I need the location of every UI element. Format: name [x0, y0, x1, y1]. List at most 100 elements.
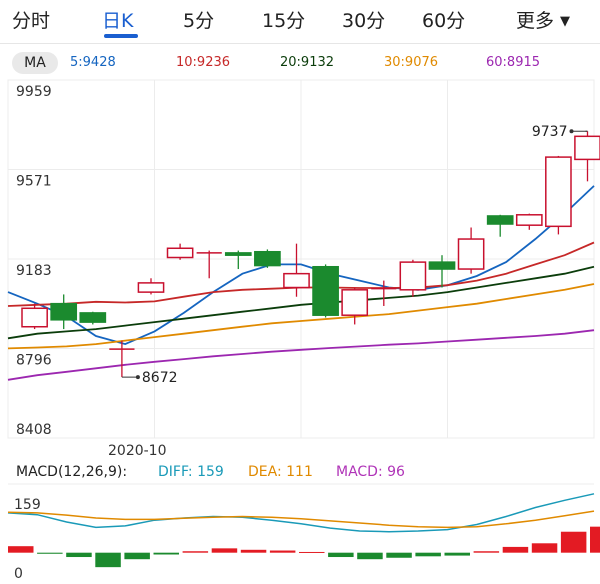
macd-bar	[328, 552, 354, 558]
ma-legend-row: MA 5:9428 10:9236 20:9132 30:9076 60:891…	[0, 52, 600, 76]
ma30-line	[7, 283, 595, 350]
candle-body	[283, 272, 310, 289]
candle	[486, 214, 514, 237]
candle	[515, 213, 543, 230]
price-axis-tick: 9183	[16, 263, 52, 279]
macd-bar	[386, 552, 412, 558]
macd-bar	[269, 550, 296, 553]
macd-bar	[357, 552, 383, 560]
candle	[224, 250, 252, 270]
price-axis-tick: 8796	[16, 352, 52, 368]
macd-bar	[473, 551, 500, 553]
candle	[254, 249, 281, 268]
candle	[196, 250, 222, 279]
candle	[79, 311, 107, 325]
macd-bar	[124, 552, 150, 560]
macd-legend-item: MACD: 96	[336, 464, 405, 480]
dea-line	[7, 510, 595, 529]
candle-body	[254, 250, 281, 267]
macd-bar	[37, 552, 63, 554]
price-axis-tick: 9571	[16, 174, 52, 190]
ma20-value: 20:9132	[280, 55, 335, 70]
macd-axis-tick: 159	[14, 497, 41, 513]
more-dropdown[interactable]: 更多 ▼	[516, 6, 570, 33]
price-axis-tick: 8408	[16, 422, 52, 438]
candle-body	[457, 238, 485, 270]
candle-body	[166, 247, 194, 259]
low-price-label: 8672	[142, 370, 178, 386]
candle	[399, 259, 427, 297]
more-label: 更多	[516, 10, 555, 32]
period-tab-bar: 分时 日K 5分 15分 30分 60分 更多 ▼	[0, 0, 600, 40]
tab-30min[interactable]: 30分	[342, 10, 386, 32]
candle	[50, 294, 78, 330]
candle-body	[515, 214, 543, 226]
candle	[312, 264, 339, 318]
candle	[109, 340, 135, 378]
candle-body	[79, 312, 107, 323]
candle-body	[341, 289, 369, 316]
candle-body	[312, 265, 339, 316]
macd-bar	[415, 552, 441, 557]
macd-bar	[95, 552, 121, 568]
ma20-line	[7, 265, 595, 340]
candle	[574, 131, 600, 182]
macd-legend-item: DIFF: 159	[158, 464, 224, 480]
macd-bar	[502, 546, 529, 553]
macd-title: MACD(12,26,9):	[16, 464, 127, 480]
macd-bar	[182, 551, 209, 553]
candle	[371, 280, 397, 306]
caret-down-icon: ▼	[560, 14, 571, 29]
candle	[457, 227, 485, 274]
diff-line	[7, 493, 595, 533]
macd-bar	[299, 551, 325, 553]
macd-bar	[444, 552, 470, 556]
ma60-value: 60:8915	[486, 55, 541, 70]
candle-body	[137, 282, 165, 293]
macd-bar	[590, 526, 600, 553]
candle	[166, 243, 194, 260]
price-axis-tick: 9959	[16, 84, 52, 100]
macd-bar	[240, 549, 267, 553]
candle-body	[21, 307, 48, 328]
candle-body	[50, 302, 78, 321]
tab-divider	[0, 43, 600, 44]
candle-body	[486, 215, 514, 225]
tab-60min[interactable]: 60分	[422, 10, 466, 32]
ma30-value: 30:9076	[384, 55, 439, 70]
candle-body	[574, 135, 600, 161]
macd-bar	[66, 552, 92, 558]
macd-bar	[153, 552, 179, 555]
candle	[283, 243, 310, 297]
candle-body	[399, 261, 427, 291]
macd-bar	[211, 548, 238, 553]
high-dot	[569, 129, 574, 134]
ma10-value: 10:9236	[176, 55, 231, 70]
x-axis-date-label: 2020-10	[108, 443, 167, 459]
tab-5min[interactable]: 5分	[183, 10, 215, 32]
candle-body	[224, 252, 252, 256]
ma5-line	[7, 185, 595, 346]
macd-bar	[531, 543, 558, 553]
candle-body	[545, 156, 572, 228]
active-tab-indicator	[104, 34, 138, 38]
ma5-value: 5:9428	[70, 55, 116, 70]
candle	[545, 155, 572, 235]
tab-daily-k[interactable]: 日K	[102, 10, 134, 32]
candle	[341, 287, 369, 325]
macd-bar	[560, 531, 587, 553]
tab-timeshare[interactable]: 分时	[12, 10, 51, 32]
candle	[137, 278, 165, 295]
macd-bar	[8, 546, 34, 553]
ma-indicator-button[interactable]: MA	[12, 52, 58, 74]
low-dot	[135, 375, 140, 380]
candle	[21, 303, 48, 330]
tab-15min[interactable]: 15分	[262, 10, 306, 32]
macd-legend-item: DEA: 111	[248, 464, 313, 480]
macd-axis-tick: 0	[14, 566, 23, 582]
ma60-line	[7, 329, 595, 381]
candle	[428, 255, 456, 288]
high-price-label: 9737	[532, 124, 568, 140]
candle-body	[428, 261, 456, 270]
